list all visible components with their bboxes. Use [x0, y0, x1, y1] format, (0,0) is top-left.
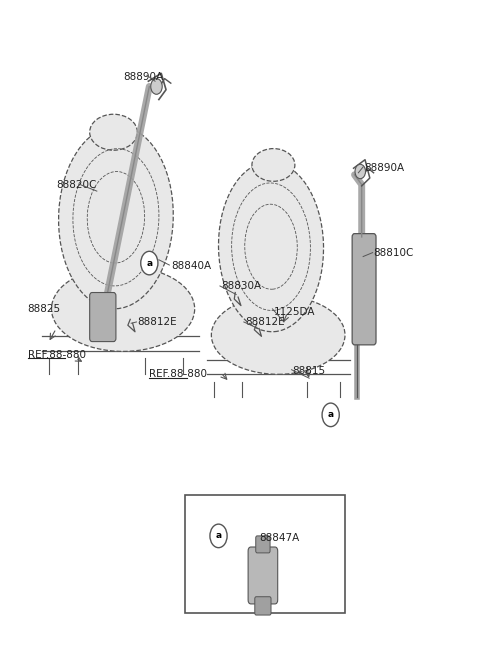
Circle shape: [355, 164, 365, 179]
Text: 88810C: 88810C: [373, 248, 414, 258]
Ellipse shape: [59, 125, 173, 309]
Text: 88820C: 88820C: [56, 179, 96, 190]
Text: 88847A: 88847A: [259, 533, 300, 543]
FancyBboxPatch shape: [248, 547, 278, 604]
Text: 88812E: 88812E: [137, 317, 177, 327]
Text: 88840A: 88840A: [171, 261, 211, 271]
Text: a: a: [146, 259, 152, 267]
Circle shape: [210, 524, 227, 548]
Text: REF.88-880: REF.88-880: [149, 369, 207, 379]
Ellipse shape: [51, 266, 195, 351]
Ellipse shape: [90, 114, 137, 150]
Text: 1125DA: 1125DA: [274, 307, 315, 317]
FancyBboxPatch shape: [185, 495, 345, 613]
Text: 88830A: 88830A: [221, 281, 261, 291]
FancyBboxPatch shape: [90, 292, 116, 342]
Text: 88825: 88825: [28, 304, 61, 314]
Text: 88890A: 88890A: [123, 72, 163, 81]
Ellipse shape: [252, 148, 295, 181]
Ellipse shape: [218, 162, 324, 332]
FancyBboxPatch shape: [255, 597, 271, 615]
Text: 88890A: 88890A: [364, 163, 404, 173]
Text: REF.88-880: REF.88-880: [28, 350, 85, 359]
Text: 88815: 88815: [292, 366, 325, 376]
Text: 88812E: 88812E: [245, 317, 284, 327]
Text: a: a: [216, 532, 222, 541]
FancyBboxPatch shape: [256, 536, 270, 553]
Text: a: a: [328, 411, 334, 419]
Circle shape: [322, 403, 339, 426]
FancyBboxPatch shape: [352, 234, 376, 345]
Circle shape: [151, 79, 162, 95]
Ellipse shape: [211, 296, 345, 374]
Circle shape: [141, 251, 158, 275]
